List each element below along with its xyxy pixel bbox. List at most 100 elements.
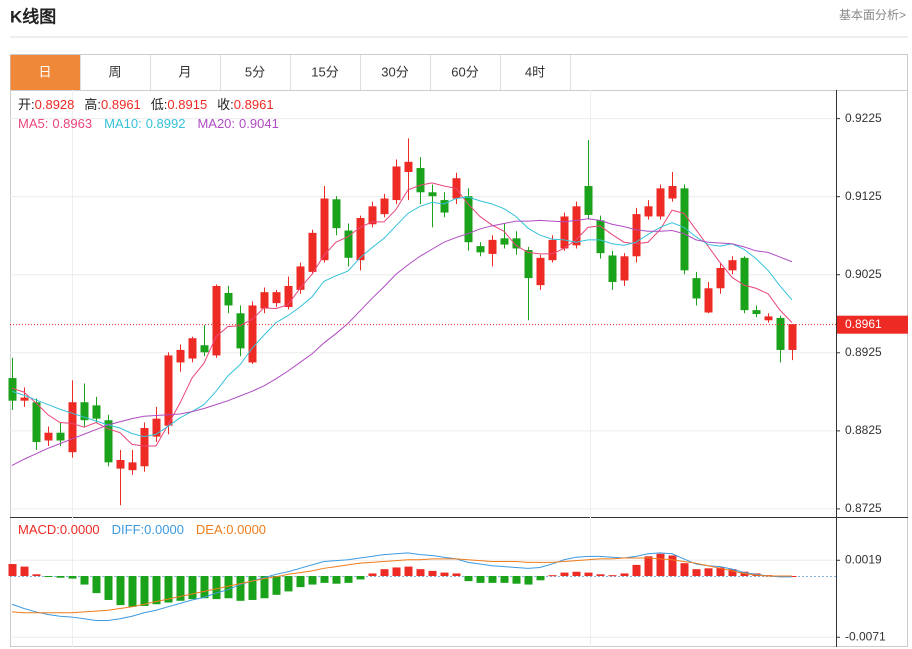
macd-bar [404, 566, 413, 577]
macd-line [11, 557, 792, 614]
macd-bar [668, 555, 677, 577]
macd-bar [380, 569, 389, 577]
macd-bar [728, 569, 737, 577]
macd-bar [788, 576, 797, 578]
candle-body [548, 239, 557, 261]
last-price-label: 0.8961 [845, 317, 882, 331]
candle-body [164, 355, 173, 426]
macd-bar [548, 575, 557, 577]
candle-body [44, 432, 53, 441]
ma-line [11, 196, 793, 438]
candle-body [572, 206, 581, 246]
candle-body [188, 338, 197, 359]
macd-bar [44, 576, 53, 578]
candle-body [380, 198, 389, 215]
tab[interactable]: 15分 [311, 64, 338, 79]
candle-body [596, 220, 605, 254]
candle-body [224, 292, 233, 306]
ohlc-label: 开: [18, 97, 35, 112]
y-tick-label: -0.0071 [845, 629, 886, 643]
macd-bar [332, 576, 341, 584]
candle-body [704, 288, 713, 313]
macd-bar [68, 576, 77, 579]
macd-bar [596, 574, 605, 577]
macd-bar [656, 553, 665, 577]
macd-bar [248, 576, 257, 600]
ma-legend: MA5: 0.8963 MA10: 0.8992 MA20: 0.9041 [18, 116, 279, 131]
ohlc-info: 开:0.8928 高:0.8961 低:0.8915 收:0.8961 [18, 97, 274, 112]
legend-name: MACD: [18, 522, 60, 537]
candle-body [668, 186, 677, 199]
legend-value: 0.8992 [146, 116, 186, 131]
tab[interactable]: 4时 [525, 64, 545, 79]
candle-body [440, 200, 449, 213]
macd-bar [20, 566, 29, 577]
macd-bar [8, 564, 17, 577]
macd-bar [500, 576, 509, 583]
macd-bar [716, 567, 725, 577]
candle-body [512, 238, 521, 249]
macd-bar [440, 572, 449, 577]
macd-bar [200, 576, 209, 599]
macd-bar [632, 564, 641, 577]
y-tick-label: 0.9025 [845, 267, 882, 281]
macd-bar [92, 576, 101, 594]
candle-body [308, 232, 317, 272]
y-tick-label: 0.9225 [845, 111, 882, 125]
macd-bar [488, 576, 497, 583]
candle-body [176, 349, 185, 363]
macd-bar [296, 576, 305, 588]
tab[interactable]: 周 [108, 64, 121, 79]
macd-bar [80, 576, 89, 585]
candle-body [740, 257, 749, 311]
fundamental-link[interactable]: 基本面分析> [839, 8, 906, 22]
candle-body [488, 239, 497, 254]
macd-legend: MACD:0.0000 DIFF:0.0000 DEA:0.0000 [18, 522, 266, 537]
legend-value: 0.0000 [144, 522, 184, 537]
macd-bar [320, 576, 329, 583]
candle-body [476, 246, 485, 253]
macd-bar [32, 574, 41, 577]
candle-body [404, 161, 413, 172]
y-tick-label: 0.8825 [845, 423, 882, 437]
candle-body [560, 216, 569, 249]
tab[interactable]: 60分 [451, 64, 478, 79]
macd-bar [152, 576, 161, 605]
macd-bar [680, 563, 689, 577]
candle-body [344, 230, 353, 258]
tab-active-bg [10, 55, 81, 90]
candle-body [320, 198, 329, 261]
macd-bar [188, 576, 197, 600]
candle-body [392, 166, 401, 201]
tab[interactable]: 日 [38, 64, 51, 79]
macd-bar [212, 576, 221, 600]
macd-bar [260, 576, 269, 599]
tab[interactable]: 月 [178, 64, 191, 79]
candle-body [296, 266, 305, 290]
macd-bar [344, 576, 353, 583]
macd-bar [524, 576, 533, 585]
macd-bar [236, 576, 245, 601]
macd-bar [128, 576, 137, 607]
macd-bar [140, 576, 149, 606]
legend-value: 0.0000 [226, 522, 266, 537]
candle-body [524, 250, 533, 279]
macd-bar [692, 569, 701, 577]
y-tick-label: 0.8925 [845, 345, 882, 359]
candle-body [500, 238, 509, 245]
macd-line [11, 552, 792, 621]
candle-body [80, 402, 89, 421]
tab[interactable]: 30分 [381, 64, 408, 79]
candle-body [32, 402, 41, 443]
candle-body [116, 460, 125, 469]
macd-bar [620, 573, 629, 577]
tab[interactable]: 5分 [245, 64, 265, 79]
macd-bar [164, 576, 173, 603]
candle-body [152, 418, 161, 437]
candle-body [632, 214, 641, 257]
candle-body [104, 420, 113, 463]
candle-body [284, 285, 293, 308]
candle-body [140, 428, 149, 467]
ohlc-label: 低: [151, 97, 168, 112]
candle-body [356, 218, 365, 261]
